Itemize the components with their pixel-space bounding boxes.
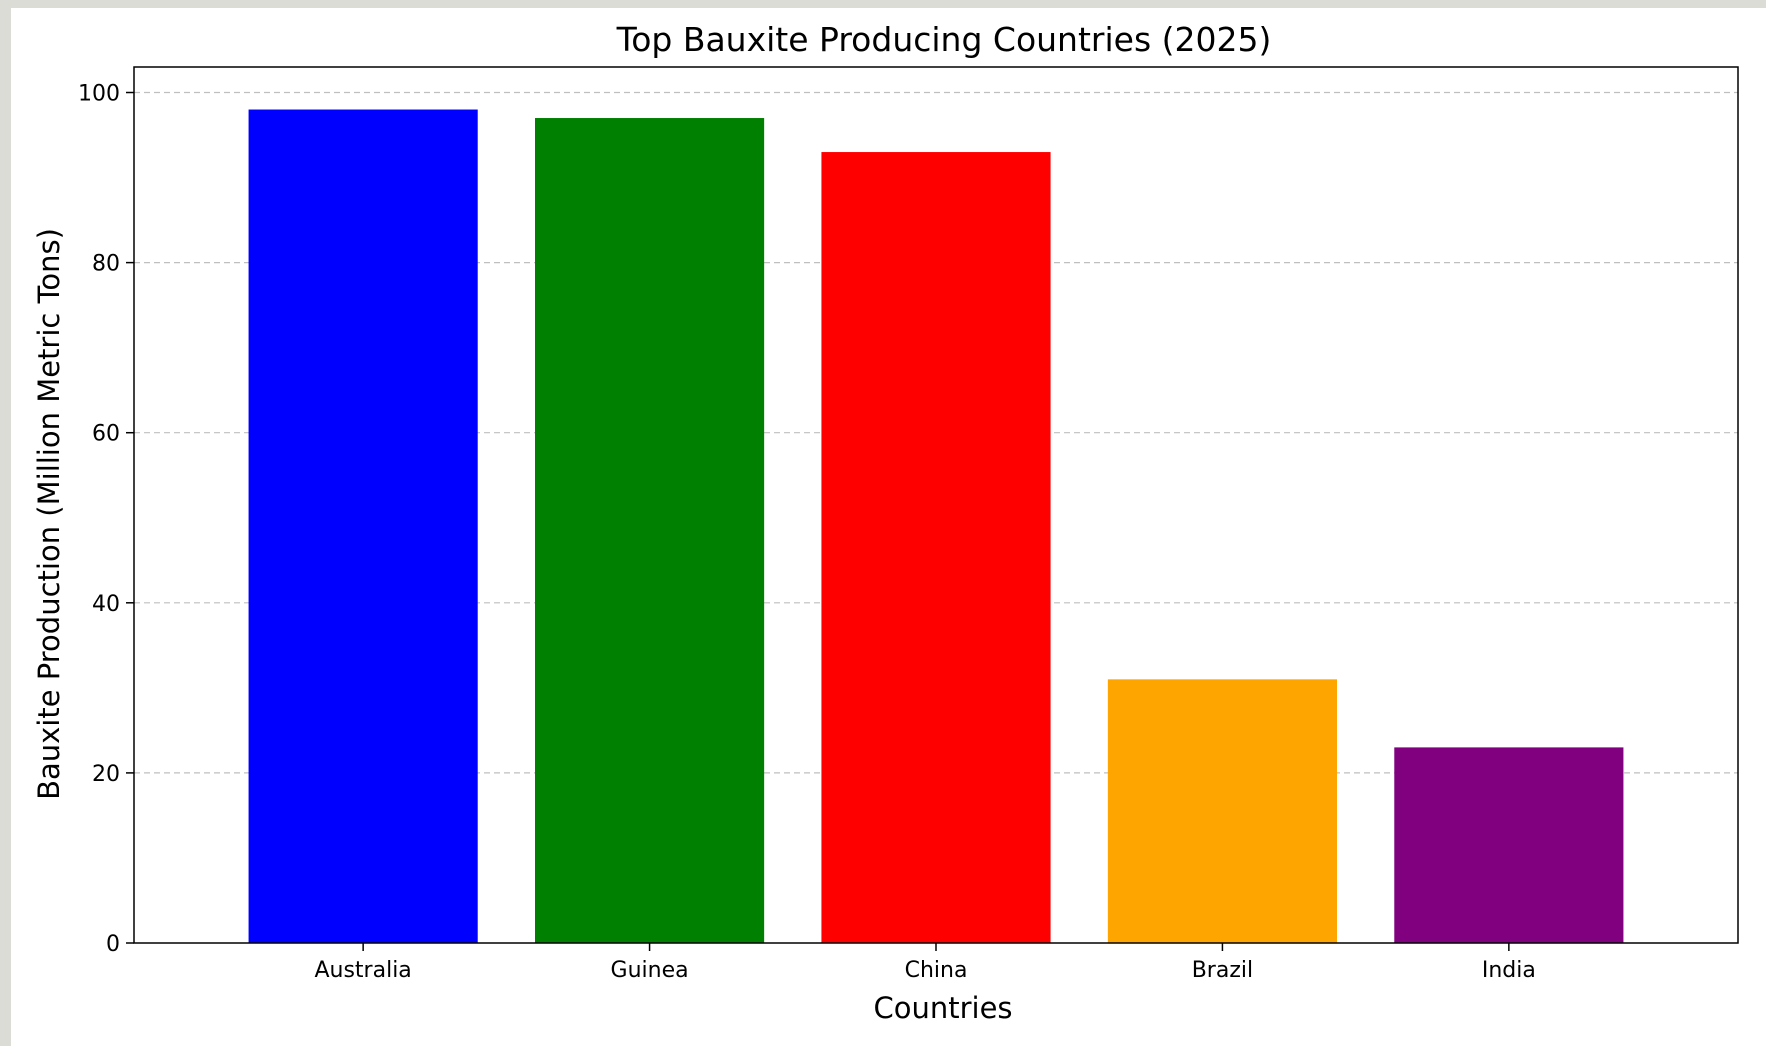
y-tick-label: 60 <box>92 422 120 447</box>
chart-figure: Top Bauxite Producing Countries (2025) 0… <box>11 8 1766 1046</box>
y-tick-label: 40 <box>92 592 120 617</box>
x-tick-label: Guinea <box>611 958 689 983</box>
x-axis-title: Countries <box>873 991 1012 1025</box>
x-axis-ticks: Australia Guinea China Brazil India <box>314 943 1536 983</box>
x-tick-label: Brazil <box>1192 958 1253 983</box>
x-tick-label: China <box>905 958 968 983</box>
y-tick-label: 80 <box>92 252 120 277</box>
y-tick-label: 100 <box>78 82 120 107</box>
bar-china <box>821 152 1051 944</box>
chart-title: Top Bauxite Producing Countries (2025) <box>616 20 1272 59</box>
bar-india <box>1394 747 1624 943</box>
bars <box>248 109 1624 944</box>
bar-brazil <box>1107 679 1337 943</box>
x-tick-label: India <box>1482 958 1536 983</box>
y-tick-label: 0 <box>106 932 120 957</box>
y-axis-ticks: 0 20 40 60 80 100 <box>78 82 134 957</box>
bar-australia <box>248 109 478 943</box>
bar-guinea <box>535 118 765 944</box>
x-tick-label: Australia <box>314 958 411 983</box>
y-axis-title: Bauxite Production (Million Metric Tons) <box>32 228 66 800</box>
bar-chart: Top Bauxite Producing Countries (2025) 0… <box>32 20 1739 1025</box>
y-tick-label: 20 <box>92 762 120 787</box>
